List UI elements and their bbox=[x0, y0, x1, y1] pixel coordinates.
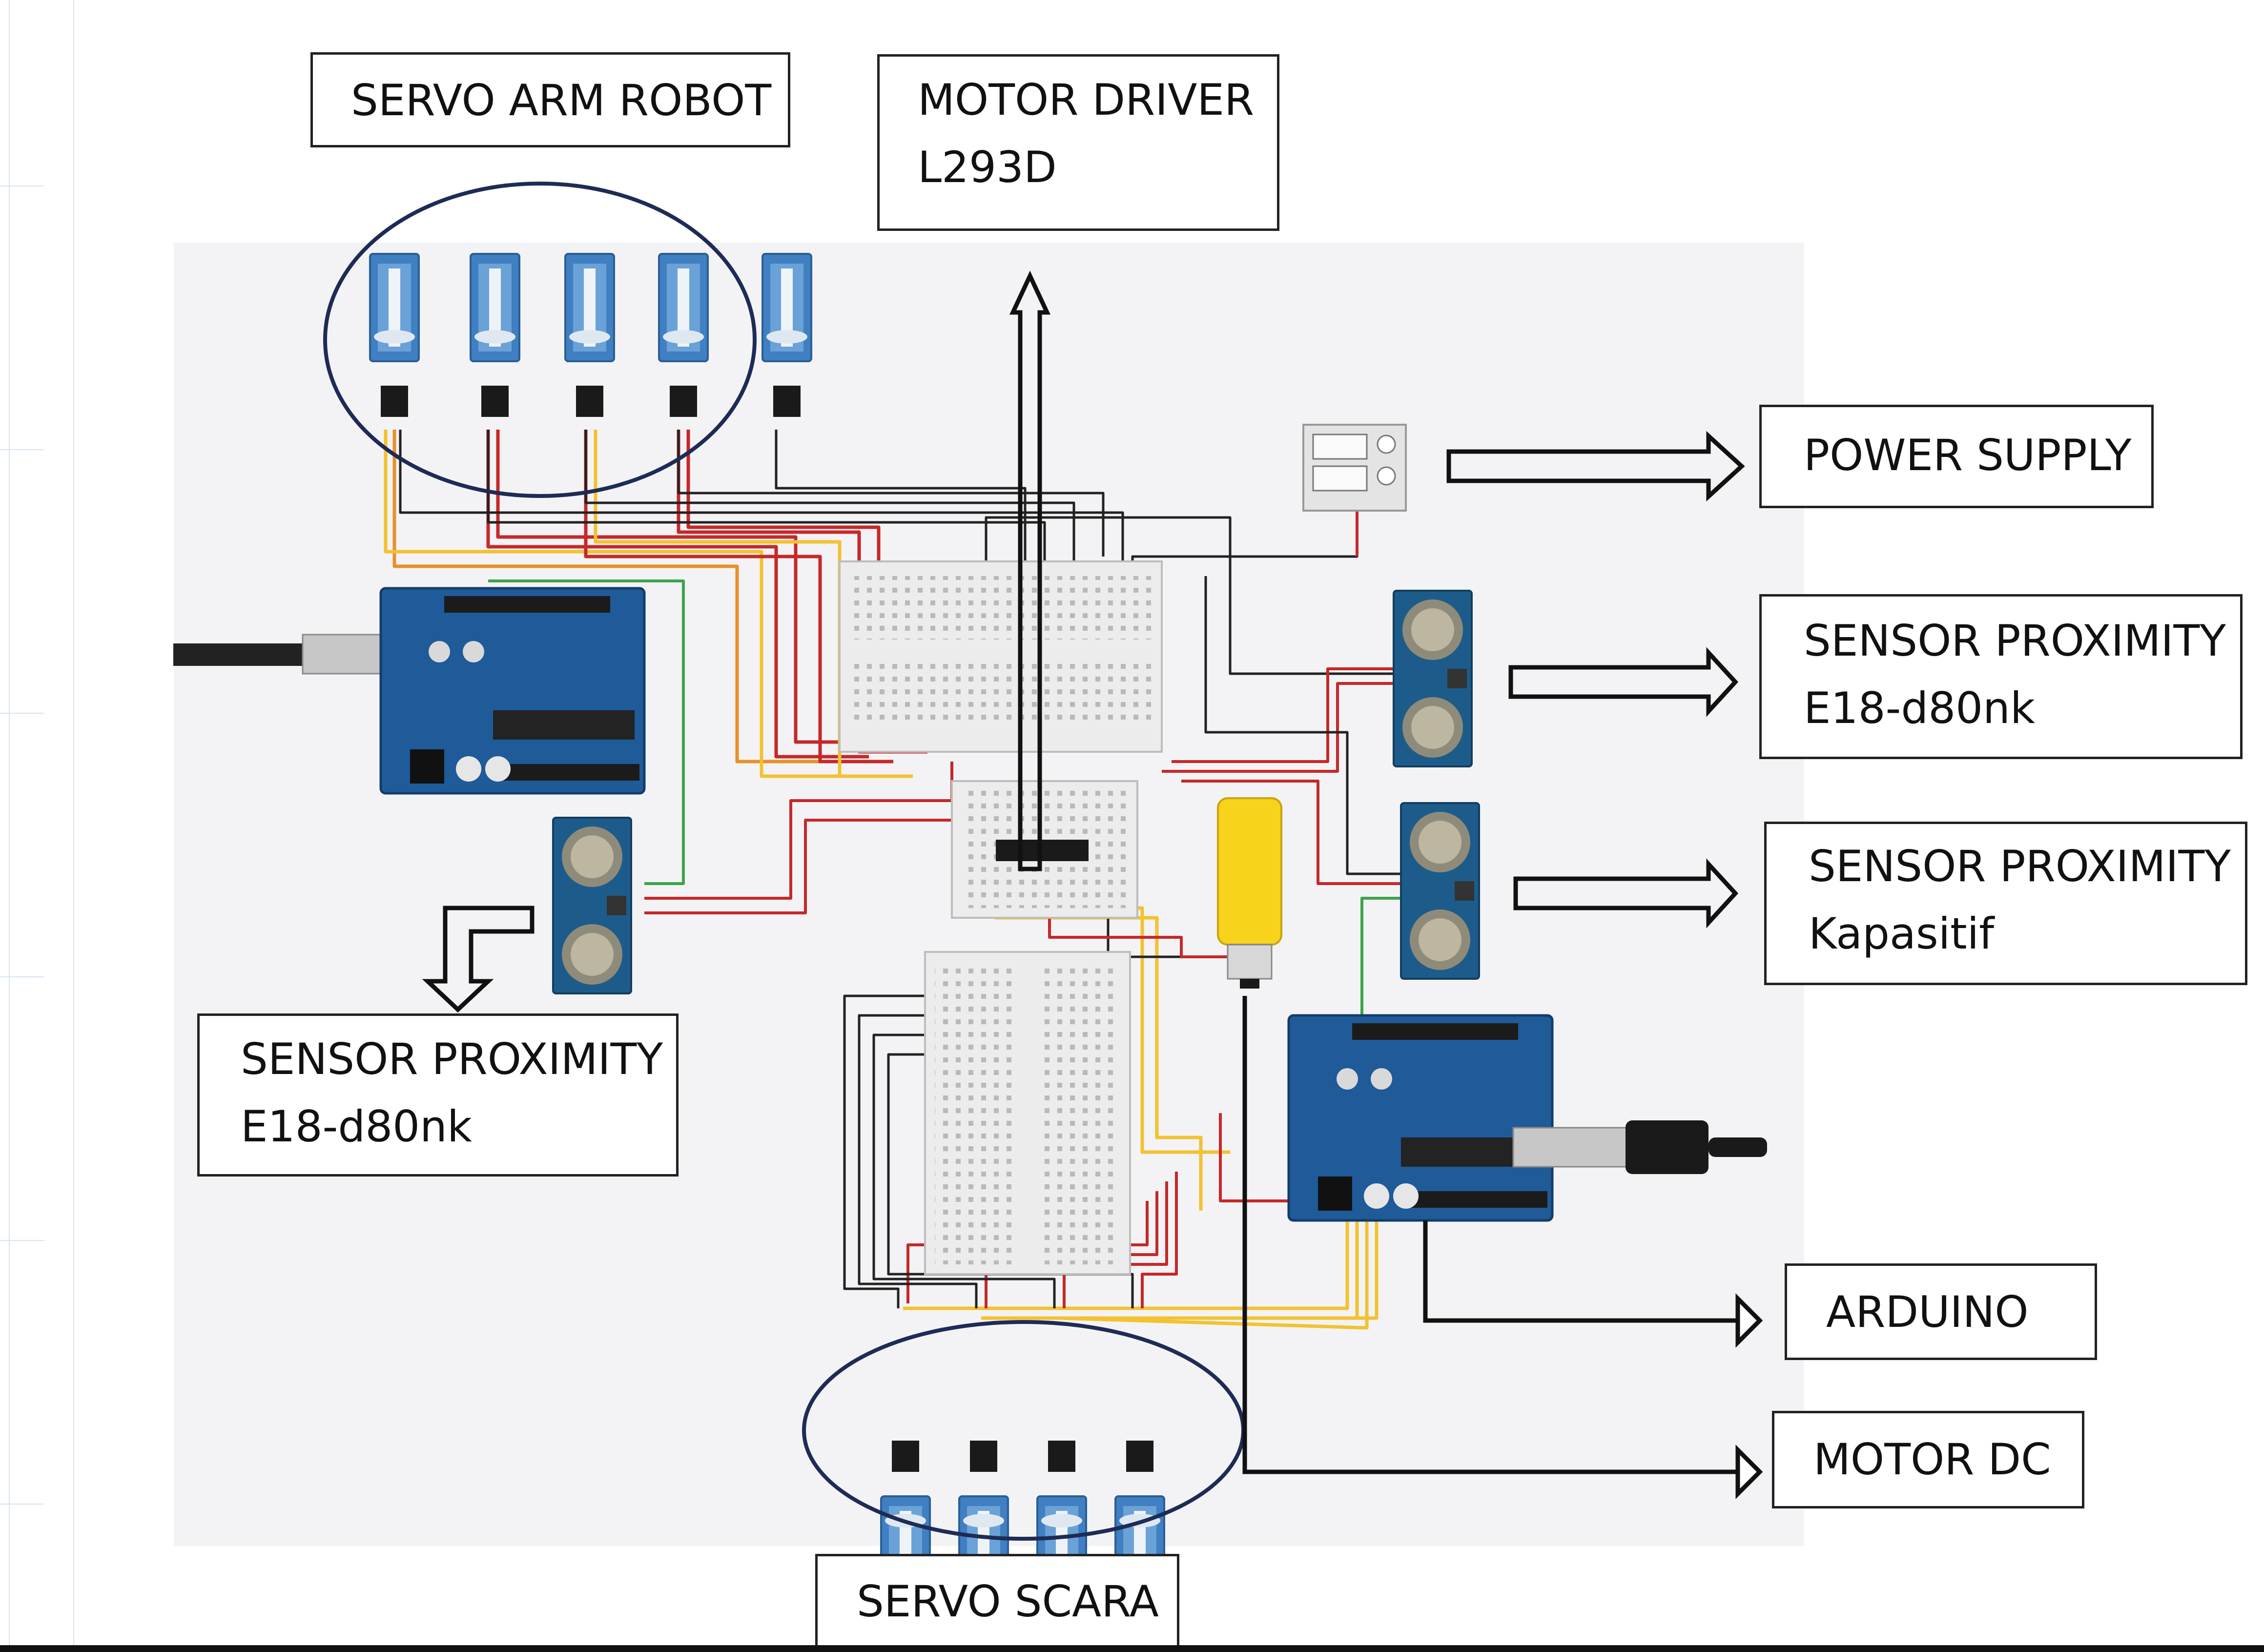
power-supply-icon bbox=[1302, 424, 1407, 512]
motor-dc-text: MOTOR DC bbox=[1813, 1434, 2051, 1485]
motor-dc-arrow-line bbox=[1242, 996, 1738, 1474]
sensor-proximity-right-label: SENSOR PROXIMITY E18-d80nk bbox=[1759, 594, 2243, 759]
motor-dc-arrowhead bbox=[1735, 1445, 1763, 1499]
motor-driver-arrow bbox=[1009, 270, 1051, 871]
arduino-uno-icon bbox=[173, 588, 644, 793]
ultrasonic-sensor-icon bbox=[1393, 590, 1473, 767]
motor-driver-label: MOTOR DRIVER L293D bbox=[877, 54, 1279, 231]
servo-motor-icon bbox=[369, 253, 420, 418]
breadboard-icon bbox=[924, 951, 1131, 1275]
motor-driver-line1: MOTOR DRIVER bbox=[918, 75, 1255, 125]
scara-servo-ellipse bbox=[802, 1320, 1245, 1541]
servo-arm-robot-label: SERVO ARM ROBOT bbox=[310, 52, 790, 147]
power-supply-label: POWER SUPPLY bbox=[1759, 405, 2154, 508]
motor-dc-label: MOTOR DC bbox=[1772, 1411, 2084, 1508]
arduino-arrow-line bbox=[1423, 1220, 1738, 1323]
dc-motor-icon bbox=[1217, 797, 1282, 989]
sensor-proximity-right-line2: E18-d80nk bbox=[1804, 683, 2035, 733]
ultrasonic-sensor-icon bbox=[552, 817, 632, 994]
grid-line bbox=[9, 0, 10, 1652]
arduino-arrowhead bbox=[1735, 1293, 1763, 1348]
arduino-uno-icon bbox=[1289, 1015, 1767, 1220]
power-supply-arrow bbox=[1446, 431, 1745, 502]
sensor-kapasitif-arrow bbox=[1513, 858, 1739, 929]
power-supply-text: POWER SUPPLY bbox=[1804, 430, 2132, 480]
sensor-proximity-kapasitif-label: SENSOR PROXIMITY Kapasitif bbox=[1764, 822, 2247, 985]
arduino-text: ARDUINO bbox=[1826, 1287, 2029, 1337]
sensor-proximity-left-line1: SENSOR PROXIMITY bbox=[241, 1034, 663, 1084]
l293d-chip-icon bbox=[996, 840, 1089, 861]
servo-motor-icon bbox=[470, 253, 520, 418]
grid-line bbox=[0, 1240, 44, 1241]
arduino-label: ARDUINO bbox=[1785, 1263, 2097, 1360]
bottom-border bbox=[0, 1645, 2264, 1652]
sensor-proximity-left-line2: E18-d80nk bbox=[241, 1101, 472, 1152]
servo-motor-icon bbox=[658, 253, 709, 418]
servo-scara-text: SERVO SCARA bbox=[857, 1576, 1159, 1627]
grid-line bbox=[73, 0, 74, 1652]
sensor-proximity-kapasitif-line2: Kapasitif bbox=[1809, 909, 1995, 959]
sensor-proximity-left-label: SENSOR PROXIMITY E18-d80nk bbox=[197, 1013, 679, 1177]
sensor-proximity-right-line1: SENSOR PROXIMITY bbox=[1804, 616, 2226, 666]
sensor-proximity-kapasitif-line1: SENSOR PROXIMITY bbox=[1809, 841, 2231, 891]
ultrasonic-sensor-icon bbox=[1400, 802, 1480, 980]
grid-line bbox=[0, 449, 44, 450]
sensor-proximity-arrow bbox=[1508, 647, 1739, 717]
servo-scara-label: SERVO SCARA bbox=[815, 1554, 1179, 1652]
sensor-proximity-left-arrow bbox=[422, 906, 535, 1013]
arm-servo-ellipse bbox=[323, 182, 757, 498]
motor-driver-line2: L293D bbox=[918, 142, 1057, 192]
pointer-arrows bbox=[422, 270, 1763, 1499]
grid-line bbox=[0, 1504, 44, 1505]
servo-arm-robot-text: SERVO ARM ROBOT bbox=[351, 75, 772, 125]
arm-servo-group bbox=[369, 253, 812, 418]
grid-line bbox=[0, 713, 44, 714]
grid-line bbox=[0, 976, 44, 977]
servo-motor-icon bbox=[564, 253, 615, 418]
servo-motor-icon bbox=[762, 253, 812, 418]
breadboard-icon bbox=[839, 560, 1163, 753]
